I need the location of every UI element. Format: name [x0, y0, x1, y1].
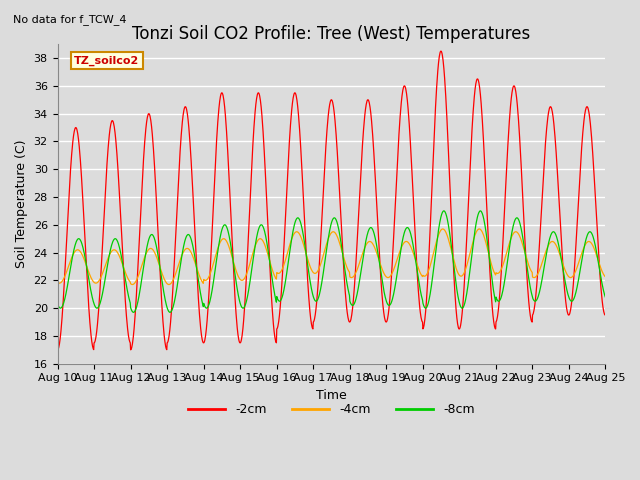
-4cm — [129, 282, 136, 288]
-8cm — [537, 283, 545, 288]
-4cm — [237, 277, 245, 283]
Line: -2cm: -2cm — [58, 51, 605, 350]
-8cm — [417, 289, 424, 295]
Line: -4cm: -4cm — [58, 229, 605, 285]
-8cm — [602, 294, 609, 300]
-8cm — [163, 302, 170, 308]
-4cm — [476, 226, 483, 232]
-4cm — [537, 264, 545, 269]
-2cm — [537, 222, 545, 228]
-4cm — [176, 258, 184, 264]
-4cm — [417, 271, 424, 276]
Text: No data for f_TCW_4: No data for f_TCW_4 — [13, 14, 126, 25]
-2cm — [175, 161, 183, 167]
-2cm — [54, 347, 61, 353]
-2cm — [437, 48, 445, 54]
-2cm — [417, 309, 424, 315]
-2cm — [602, 312, 609, 318]
-2cm — [488, 304, 496, 310]
Title: Tonzi Soil CO2 Profile: Tree (West) Temperatures: Tonzi Soil CO2 Profile: Tree (West) Temp… — [132, 24, 531, 43]
Legend: -2cm, -4cm, -8cm: -2cm, -4cm, -8cm — [183, 398, 480, 421]
-8cm — [489, 281, 497, 287]
-8cm — [130, 310, 138, 315]
Y-axis label: Soil Temperature (C): Soil Temperature (C) — [15, 140, 28, 268]
Line: -8cm: -8cm — [58, 211, 605, 312]
-8cm — [440, 208, 448, 214]
-8cm — [176, 266, 184, 272]
-4cm — [163, 280, 170, 286]
-4cm — [489, 265, 497, 271]
-8cm — [237, 303, 245, 309]
-2cm — [237, 339, 244, 345]
-8cm — [54, 301, 61, 307]
-2cm — [162, 345, 170, 351]
-4cm — [602, 274, 609, 279]
-4cm — [54, 279, 61, 285]
X-axis label: Time: Time — [316, 389, 347, 402]
Text: TZ_soilco2: TZ_soilco2 — [74, 55, 140, 66]
